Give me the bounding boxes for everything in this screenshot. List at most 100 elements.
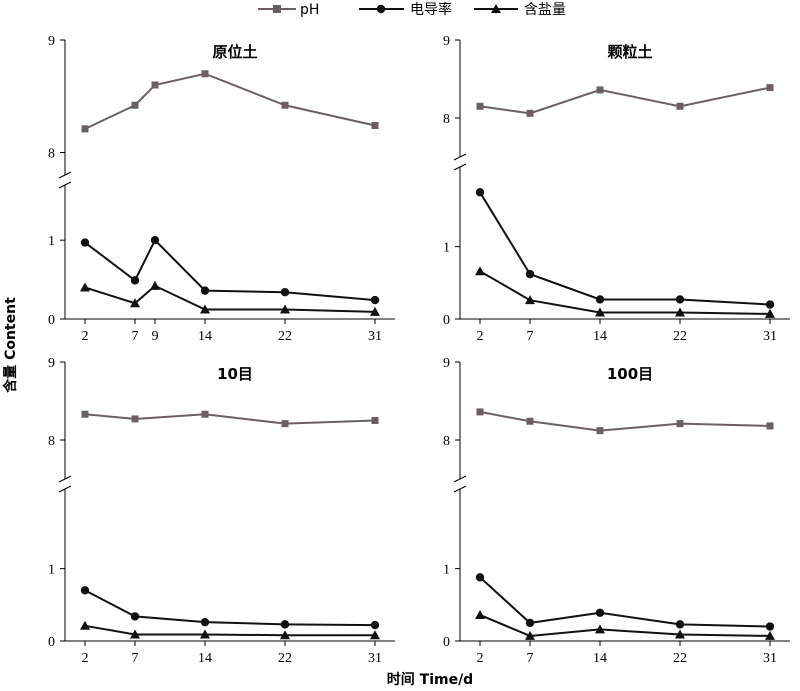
data-point-conductivity bbox=[765, 622, 775, 631]
data-point-ph bbox=[81, 410, 89, 418]
data-point-salt bbox=[130, 298, 140, 308]
data-point-salt bbox=[595, 624, 605, 634]
x-tick-label: 2 bbox=[82, 651, 89, 666]
data-point-conductivity bbox=[595, 295, 605, 304]
x-tick-label: 7 bbox=[132, 329, 139, 344]
data-point-ph bbox=[81, 125, 89, 133]
x-tick-label: 2 bbox=[477, 329, 484, 344]
data-point-salt bbox=[765, 630, 775, 640]
y-tick-label: 0 bbox=[443, 635, 450, 650]
data-point-salt bbox=[675, 629, 685, 639]
data-point-conductivity bbox=[130, 276, 140, 285]
data-point-conductivity bbox=[525, 618, 535, 628]
legend: pH 电导率 含盐量 bbox=[258, 1, 566, 18]
data-point-salt bbox=[80, 282, 90, 292]
y-tick-label: 8 bbox=[443, 434, 450, 449]
x-tick-label: 14 bbox=[198, 651, 212, 666]
x-tick-label: 14 bbox=[593, 651, 607, 666]
y-tick-label: 0 bbox=[443, 313, 450, 328]
data-point-salt bbox=[130, 629, 140, 639]
data-point-ph bbox=[371, 122, 379, 129]
data-point-ph bbox=[476, 102, 484, 110]
panel-title: 100目 bbox=[607, 365, 653, 383]
data-point-conductivity bbox=[475, 188, 485, 197]
data-point-conductivity bbox=[150, 235, 160, 245]
y-tick-label: 1 bbox=[443, 241, 450, 256]
data-point-conductivity bbox=[370, 295, 380, 305]
legend-item-ph: pH bbox=[258, 2, 319, 18]
series-line-pH bbox=[479, 410, 771, 432]
axis-break-mark bbox=[58, 475, 72, 483]
x-tick-label: 22 bbox=[673, 651, 687, 666]
data-point-salt bbox=[765, 308, 775, 318]
axis-break-mark bbox=[453, 475, 467, 483]
data-point-salt bbox=[280, 630, 290, 640]
x-tick-label: 31 bbox=[368, 651, 382, 666]
series-line-pH bbox=[479, 86, 771, 115]
x-tick-label: 7 bbox=[527, 651, 534, 666]
series-line-pH bbox=[84, 72, 376, 130]
data-point-ph bbox=[201, 410, 209, 418]
series-line-含盐量 bbox=[84, 284, 376, 313]
data-point-ph bbox=[596, 427, 604, 435]
y-tick-label: 9 bbox=[48, 34, 55, 49]
data-point-salt bbox=[280, 304, 290, 314]
data-point-conductivity bbox=[280, 620, 290, 629]
data-point-ph bbox=[201, 70, 209, 78]
x-tick-label: 31 bbox=[763, 329, 777, 344]
x-tick-label: 2 bbox=[82, 329, 89, 344]
x-tick-label: 7 bbox=[527, 329, 534, 344]
data-point-salt bbox=[200, 304, 210, 314]
data-point-conductivity bbox=[80, 238, 90, 247]
y-tick-label: 0 bbox=[48, 635, 55, 650]
series-line-电导率 bbox=[479, 191, 771, 306]
data-point-conductivity bbox=[525, 269, 535, 279]
y-tick-label: 1 bbox=[443, 563, 450, 578]
legend-marker-ph bbox=[273, 5, 281, 13]
series-line-pH bbox=[84, 413, 376, 425]
data-point-conductivity bbox=[675, 295, 685, 304]
series-line-电导率 bbox=[84, 589, 376, 627]
data-point-conductivity bbox=[280, 288, 290, 297]
data-point-ph bbox=[281, 420, 289, 428]
x-tick-label: 9 bbox=[152, 329, 159, 344]
data-point-salt bbox=[525, 630, 535, 640]
y-tick-label: 1 bbox=[48, 234, 55, 249]
legend-label-salt: 含盐量 bbox=[524, 2, 566, 18]
x-tick-label: 7 bbox=[132, 651, 139, 666]
y-tick-label: 9 bbox=[443, 34, 450, 49]
data-point-salt bbox=[150, 280, 160, 290]
legend-item-conductivity: 电导率 bbox=[359, 1, 452, 18]
data-point-salt bbox=[595, 307, 605, 317]
data-point-conductivity bbox=[200, 617, 210, 627]
data-point-conductivity bbox=[130, 612, 140, 621]
data-point-ph bbox=[281, 101, 289, 109]
data-point-conductivity bbox=[80, 586, 90, 595]
axis-break-mark bbox=[58, 485, 72, 493]
legend-marker-conductivity bbox=[376, 4, 386, 14]
data-point-conductivity bbox=[675, 620, 685, 629]
axis-break-mark bbox=[58, 181, 72, 189]
data-point-conductivity bbox=[765, 300, 775, 309]
x-tick-label: 22 bbox=[278, 651, 292, 666]
panel-2: 8 9 0 1 2 7 14 22 31 颗粒土 bbox=[443, 34, 790, 344]
x-tick-label: 22 bbox=[278, 329, 292, 344]
data-point-salt bbox=[475, 266, 485, 276]
x-tick-label: 2 bbox=[477, 651, 484, 666]
series-line-含盐量 bbox=[84, 624, 375, 637]
data-point-conductivity bbox=[595, 608, 605, 617]
legend-item-salt: 含盐量 bbox=[474, 2, 566, 18]
data-point-salt bbox=[80, 620, 90, 630]
panel-3: 8 9 0 1 2 7 14 22 31 10目 bbox=[48, 356, 395, 666]
y-axis-title: 含量 Content bbox=[2, 297, 19, 393]
data-point-ph bbox=[526, 417, 534, 425]
data-point-conductivity bbox=[370, 620, 380, 630]
x-axis-title: 时间 Time/d bbox=[387, 671, 473, 688]
y-tick-label: 0 bbox=[48, 313, 55, 328]
panel-title: 原位土 bbox=[212, 43, 257, 61]
y-tick-label: 8 bbox=[48, 434, 55, 449]
data-point-ph bbox=[131, 101, 139, 109]
panel-title: 颗粒土 bbox=[607, 43, 652, 61]
data-point-ph bbox=[596, 86, 604, 94]
x-tick-label: 22 bbox=[673, 329, 687, 344]
